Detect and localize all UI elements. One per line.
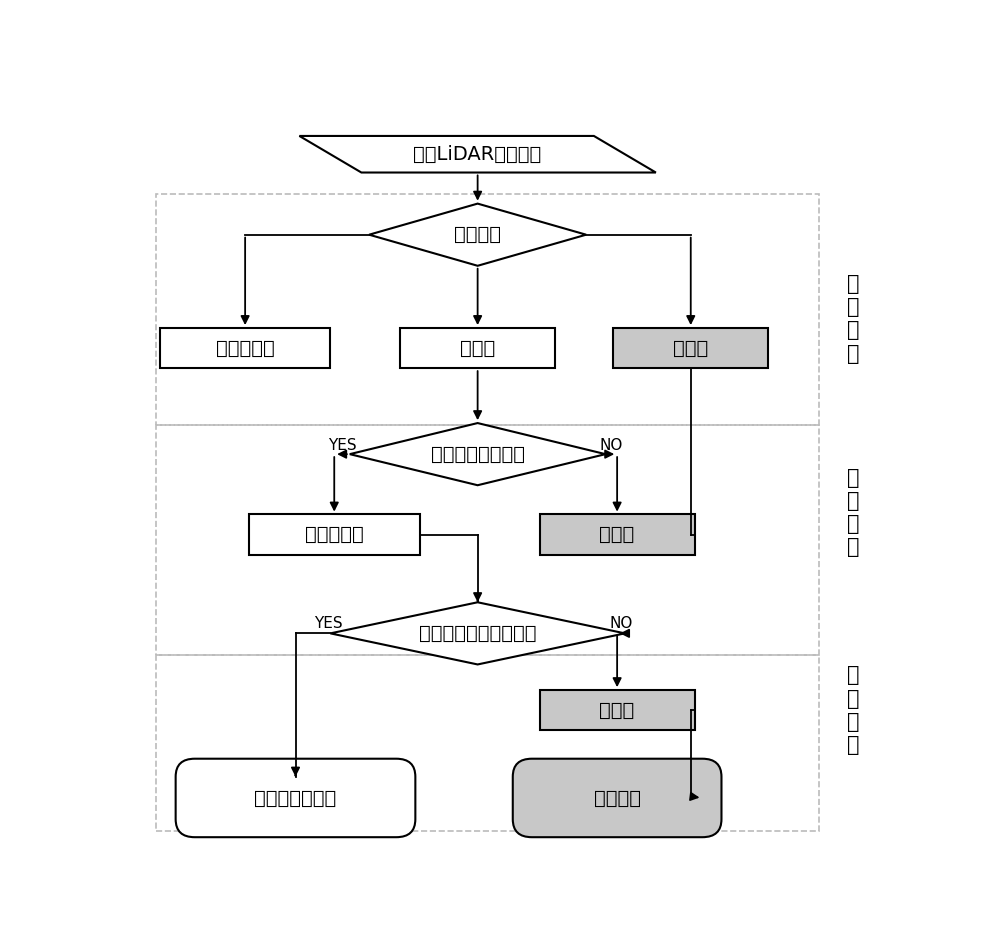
FancyBboxPatch shape xyxy=(613,328,768,369)
FancyBboxPatch shape xyxy=(540,690,695,731)
Text: 第
三
阶
段: 第 三 阶 段 xyxy=(847,665,860,755)
Text: 高程均值离差迭代去噪: 高程均值离差迭代去噪 xyxy=(419,624,536,643)
Text: 原始LiDAR水下点云: 原始LiDAR水下点云 xyxy=(414,144,542,163)
Text: 噪声点: 噪声点 xyxy=(600,525,635,544)
Text: YES: YES xyxy=(328,438,356,453)
FancyBboxPatch shape xyxy=(540,515,695,555)
Text: 可疑点: 可疑点 xyxy=(460,338,495,357)
Polygon shape xyxy=(299,136,656,173)
FancyBboxPatch shape xyxy=(400,328,555,369)
Polygon shape xyxy=(369,203,586,266)
FancyBboxPatch shape xyxy=(160,328,330,369)
Text: YES: YES xyxy=(314,617,343,632)
Text: 噪声点: 噪声点 xyxy=(600,701,635,720)
FancyBboxPatch shape xyxy=(513,759,721,837)
Text: 噪声点: 噪声点 xyxy=(673,338,708,357)
Text: 第
二
阶
段: 第 二 阶 段 xyxy=(847,467,860,558)
Polygon shape xyxy=(330,602,625,664)
FancyBboxPatch shape xyxy=(249,515,420,555)
FancyBboxPatch shape xyxy=(176,759,415,837)
Polygon shape xyxy=(350,423,606,485)
Text: 波形分析: 波形分析 xyxy=(454,225,501,244)
Text: 测深性能参数验证: 测深性能参数验证 xyxy=(431,445,525,464)
Text: 水下地形点: 水下地形点 xyxy=(216,338,274,357)
Text: NO: NO xyxy=(609,617,633,632)
Text: 最终水下地形点: 最终水下地形点 xyxy=(254,788,337,808)
Text: 水下地形点: 水下地形点 xyxy=(305,525,364,544)
Text: 第
一
阶
段: 第 一 阶 段 xyxy=(847,274,860,364)
Text: 总噪声点: 总噪声点 xyxy=(594,788,641,808)
Text: NO: NO xyxy=(600,438,623,453)
